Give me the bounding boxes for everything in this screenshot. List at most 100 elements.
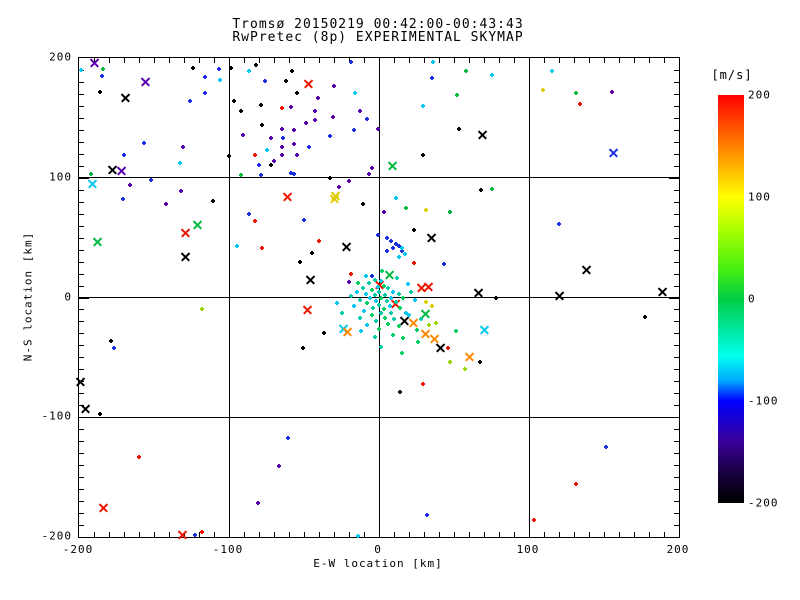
scatter-point xyxy=(456,126,461,131)
axis-tick xyxy=(674,321,679,323)
scatter-point xyxy=(128,182,132,187)
scatter-point xyxy=(430,334,439,343)
scatter-point xyxy=(306,275,315,284)
scatter-point xyxy=(375,284,380,289)
scatter-point xyxy=(399,248,404,253)
scatter-point xyxy=(425,513,429,518)
scatter-point xyxy=(431,59,435,64)
axis-tick xyxy=(214,58,215,63)
scatter-point xyxy=(389,311,393,316)
scatter-point xyxy=(378,278,383,283)
scatter-point xyxy=(393,241,398,246)
scatter-point xyxy=(424,282,433,291)
scatter-point xyxy=(408,289,413,294)
scatter-point xyxy=(474,288,483,297)
scatter-point xyxy=(234,244,239,248)
scatter-point xyxy=(279,126,284,131)
scatter-point xyxy=(359,329,363,334)
axis-tick xyxy=(674,213,679,215)
scatter-point xyxy=(330,114,335,119)
axis-tick xyxy=(79,297,89,299)
axis-tick xyxy=(79,333,84,335)
axis-tick xyxy=(674,405,679,407)
axis-tick xyxy=(574,58,575,63)
axis-tick xyxy=(649,58,650,63)
scatter-point xyxy=(332,83,336,88)
axis-tick xyxy=(79,201,84,203)
scatter-point xyxy=(239,108,243,113)
scatter-point xyxy=(369,313,374,318)
scatter-point xyxy=(411,260,416,265)
scatter-point xyxy=(419,317,423,322)
scatter-point xyxy=(366,281,371,286)
axis-tick xyxy=(79,249,84,251)
scatter-point xyxy=(399,350,404,355)
axis-tick xyxy=(79,273,84,275)
scatter-point xyxy=(363,273,368,278)
axis-tick xyxy=(514,532,515,537)
scatter-point xyxy=(180,144,185,149)
axis-tick xyxy=(409,58,410,63)
scatter-point xyxy=(200,307,204,312)
scatter-point xyxy=(178,530,187,539)
axis-tick xyxy=(454,532,455,537)
axis-tick xyxy=(674,441,679,443)
scatter-point xyxy=(188,99,192,104)
scatter-point xyxy=(549,69,554,74)
scatter-point xyxy=(389,295,393,300)
axis-tick xyxy=(289,58,290,63)
scatter-point xyxy=(464,69,468,74)
axis-tick xyxy=(244,58,245,63)
scatter-point xyxy=(303,305,312,314)
scatter-point xyxy=(304,79,313,88)
axis-tick xyxy=(319,58,320,63)
axis-tick xyxy=(379,527,380,537)
scatter-point xyxy=(111,345,116,350)
gridline-horizontal xyxy=(79,177,679,179)
scatter-point xyxy=(453,329,458,334)
scatter-point xyxy=(393,196,398,201)
axis-tick xyxy=(79,417,89,419)
scatter-point xyxy=(396,254,401,259)
scatter-point xyxy=(164,202,168,207)
scatter-point xyxy=(291,142,296,147)
scatter-point xyxy=(351,303,356,308)
axis-tick xyxy=(674,333,679,335)
axis-tick xyxy=(94,532,95,537)
axis-tick xyxy=(484,532,485,537)
scatter-point xyxy=(396,324,401,329)
axis-tick xyxy=(409,532,410,537)
scatter-point xyxy=(347,279,351,284)
scatter-point xyxy=(179,188,183,193)
axis-tick xyxy=(229,58,230,68)
scatter-point xyxy=(393,300,398,305)
scatter-point xyxy=(385,270,394,279)
scatter-point xyxy=(369,288,374,293)
scatter-point xyxy=(76,377,85,386)
scatter-point xyxy=(402,252,407,257)
scatter-point xyxy=(260,123,264,128)
scatter-point xyxy=(366,172,371,177)
axis-tick xyxy=(674,261,679,263)
axis-tick xyxy=(674,393,679,395)
axis-tick xyxy=(634,532,635,537)
scatter-point xyxy=(455,93,459,98)
axis-tick xyxy=(259,58,260,63)
scatter-point xyxy=(348,59,353,64)
scatter-point xyxy=(399,246,404,251)
x-tick-label: 100 xyxy=(516,543,540,556)
scatter-point xyxy=(302,217,306,222)
scatter-point xyxy=(239,173,243,178)
y-tick-label: 200 xyxy=(49,50,72,64)
axis-tick xyxy=(79,93,84,95)
scatter-point xyxy=(339,311,344,316)
scatter-point xyxy=(365,117,369,122)
axis-tick xyxy=(674,345,679,347)
scatter-point xyxy=(255,501,260,506)
scatter-point xyxy=(360,285,365,290)
axis-tick xyxy=(229,527,230,537)
scatter-point xyxy=(658,287,667,296)
axis-tick xyxy=(674,357,679,359)
scatter-point xyxy=(386,321,390,326)
scatter-point xyxy=(375,233,380,238)
